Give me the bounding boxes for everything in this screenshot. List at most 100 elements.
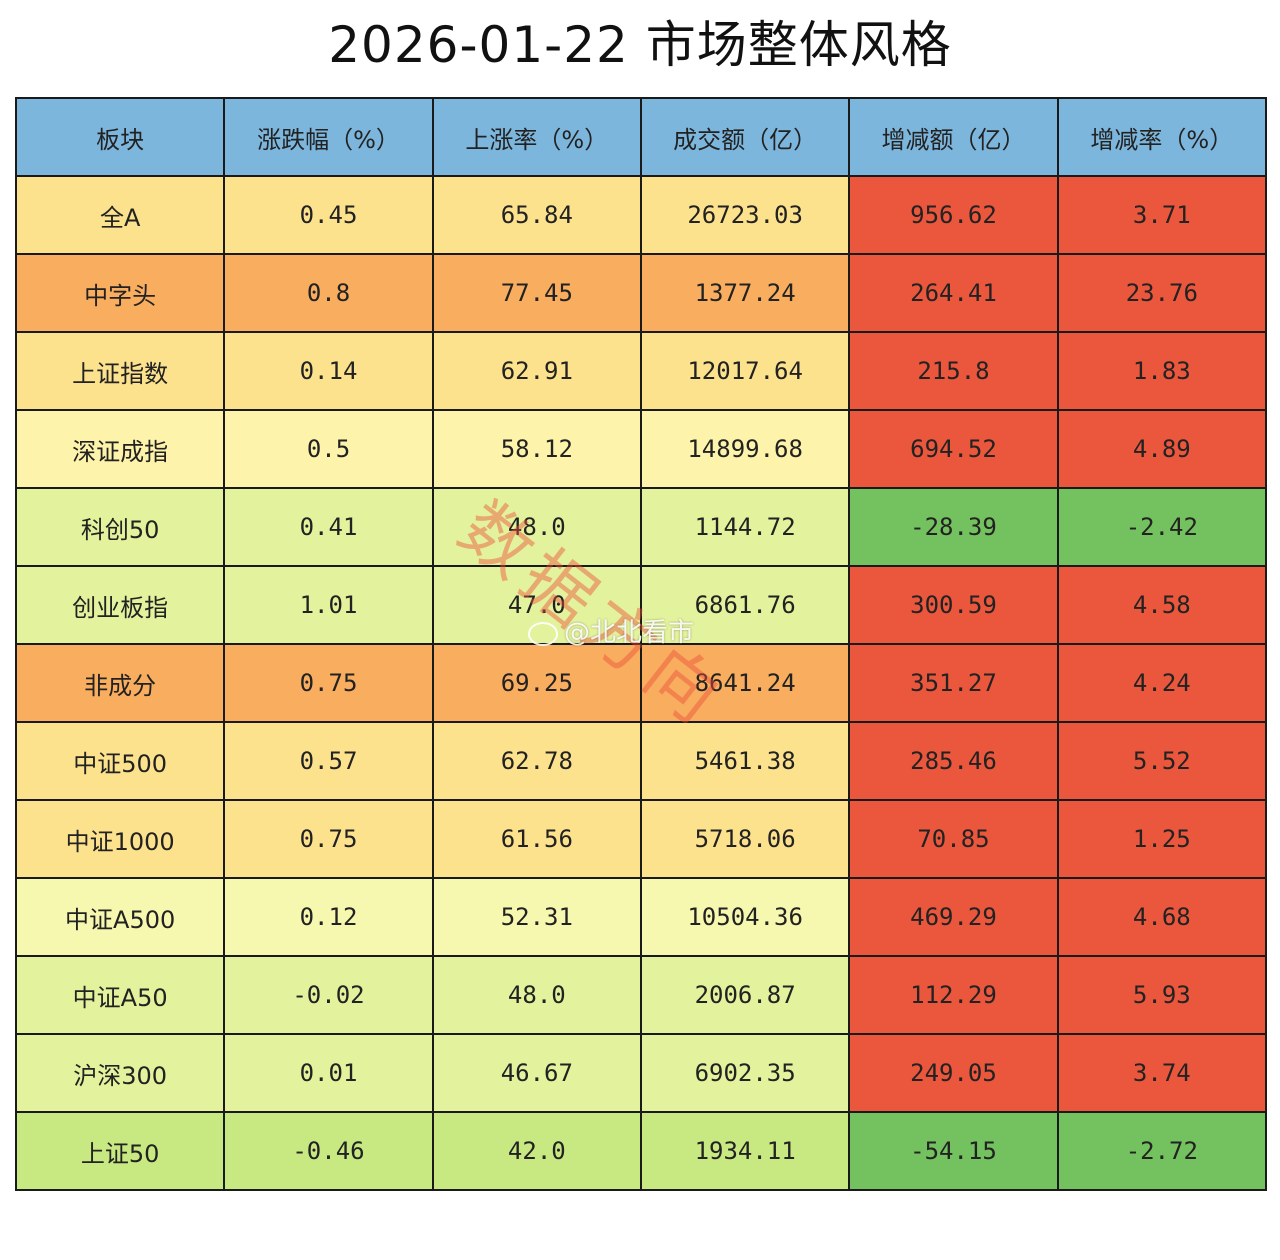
cell-change: 0.75 [223, 799, 434, 879]
cell-delta: 70.85 [848, 799, 1059, 879]
cell-turnover: 6861.76 [639, 565, 851, 645]
cell-up-rate: 65.84 [431, 175, 642, 255]
cell-change: 0.41 [223, 487, 434, 567]
cell-change: 0.5 [223, 409, 434, 489]
cell-delta-rate: 4.68 [1056, 877, 1268, 957]
cell-up-rate: 77.45 [431, 253, 642, 333]
cell-delta: 249.05 [848, 1033, 1059, 1113]
market-style-table: 板块 涨跌幅（%） 上涨率（%） 成交额（亿） 增减额（亿） 增减率（%） 全A… [14, 97, 1268, 1191]
column-header-sector: 板块 [14, 97, 226, 177]
cell-delta: 469.29 [848, 877, 1059, 957]
cell-up-rate: 58.12 [431, 409, 642, 489]
cell-turnover: 10504.36 [639, 877, 851, 957]
cell-delta: 215.8 [848, 331, 1059, 411]
cell-up-rate: 42.0 [431, 1111, 642, 1191]
cell-turnover: 6902.35 [639, 1033, 851, 1113]
cell-delta: 300.59 [848, 565, 1059, 645]
cell-change: 0.75 [223, 643, 434, 723]
cell-sector: 深证成指 [14, 409, 226, 489]
cell-delta-rate: 1.83 [1056, 331, 1268, 411]
cell-change: 0.12 [223, 877, 434, 957]
table-row: 中证1000 0.75 61.56 5718.06 70.85 1.25 [14, 799, 1268, 879]
cell-turnover: 1934.11 [639, 1111, 851, 1191]
cell-turnover: 1377.24 [639, 253, 851, 333]
cell-delta: -54.15 [848, 1111, 1059, 1191]
cell-change: 0.8 [223, 253, 434, 333]
cell-delta-rate: 3.74 [1056, 1033, 1268, 1113]
table-row: 非成分 0.75 69.25 8641.24 351.27 4.24 [14, 643, 1268, 723]
cell-change: -0.02 [223, 955, 434, 1035]
cell-delta-rate: 3.71 [1056, 175, 1268, 255]
column-header-delta-rate: 增减率（%） [1056, 97, 1268, 177]
page-title: 2026-01-22 市场整体风格 [328, 16, 952, 74]
cell-sector: 上证50 [14, 1111, 226, 1191]
table-row: 上证50 -0.46 42.0 1934.11 -54.15 -2.72 [14, 1111, 1268, 1191]
cell-sector: 创业板指 [14, 565, 226, 645]
cell-delta-rate: 23.76 [1056, 253, 1268, 333]
cell-delta: 112.29 [848, 955, 1059, 1035]
table-row: 全A 0.45 65.84 26723.03 956.62 3.71 [14, 175, 1268, 255]
table-row: 深证成指 0.5 58.12 14899.68 694.52 4.89 [14, 409, 1268, 489]
cell-change: 0.14 [223, 331, 434, 411]
cell-delta-rate: 4.89 [1056, 409, 1268, 489]
cell-delta-rate: -2.72 [1056, 1111, 1268, 1191]
cell-up-rate: 62.78 [431, 721, 642, 801]
cell-delta-rate: 5.93 [1056, 955, 1268, 1035]
cell-up-rate: 52.31 [431, 877, 642, 957]
cell-sector: 全A [14, 175, 226, 255]
table-row: 中字头 0.8 77.45 1377.24 264.41 23.76 [14, 253, 1268, 333]
cell-sector: 中证1000 [14, 799, 226, 879]
cell-delta: 351.27 [848, 643, 1059, 723]
cell-change: 0.45 [223, 175, 434, 255]
cell-sector: 中证A50 [14, 955, 226, 1035]
cell-up-rate: 69.25 [431, 643, 642, 723]
table-row: 科创50 0.41 48.0 1144.72 -28.39 -2.42 [14, 487, 1268, 567]
cell-turnover: 1144.72 [639, 487, 851, 567]
cell-delta-rate: 4.58 [1056, 565, 1268, 645]
column-header-turnover: 成交额（亿） [639, 97, 851, 177]
cell-up-rate: 46.67 [431, 1033, 642, 1113]
column-header-up-rate: 上涨率（%） [431, 97, 642, 177]
cell-delta: 285.46 [848, 721, 1059, 801]
cell-turnover: 12017.64 [639, 331, 851, 411]
column-header-delta: 增减额（亿） [848, 97, 1059, 177]
cell-turnover: 5461.38 [639, 721, 851, 801]
table-row: 中证A500 0.12 52.31 10504.36 469.29 4.68 [14, 877, 1268, 957]
cell-change: -0.46 [223, 1111, 434, 1191]
cell-delta: 694.52 [848, 409, 1059, 489]
cell-turnover: 14899.68 [639, 409, 851, 489]
cell-sector: 中证500 [14, 721, 226, 801]
cell-sector: 中字头 [14, 253, 226, 333]
table-row: 沪深300 0.01 46.67 6902.35 249.05 3.74 [14, 1033, 1268, 1113]
cell-turnover: 5718.06 [639, 799, 851, 879]
cell-delta-rate: 5.52 [1056, 721, 1268, 801]
cell-up-rate: 62.91 [431, 331, 642, 411]
table-row: 上证指数 0.14 62.91 12017.64 215.8 1.83 [14, 331, 1268, 411]
cell-delta: 264.41 [848, 253, 1059, 333]
table-row: 中证A50 -0.02 48.0 2006.87 112.29 5.93 [14, 955, 1268, 1035]
cell-sector: 非成分 [14, 643, 226, 723]
cell-sector: 沪深300 [14, 1033, 226, 1113]
cell-up-rate: 61.56 [431, 799, 642, 879]
table-row: 中证500 0.57 62.78 5461.38 285.46 5.52 [14, 721, 1268, 801]
cell-sector: 上证指数 [14, 331, 226, 411]
cell-turnover: 26723.03 [639, 175, 851, 255]
cell-delta: -28.39 [848, 487, 1059, 567]
cell-change: 1.01 [223, 565, 434, 645]
column-header-change: 涨跌幅（%） [223, 97, 434, 177]
cell-delta-rate: -2.42 [1056, 487, 1268, 567]
cell-delta: 956.62 [848, 175, 1059, 255]
cell-turnover: 2006.87 [639, 955, 851, 1035]
cell-up-rate: 48.0 [431, 487, 642, 567]
cell-sector: 科创50 [14, 487, 226, 567]
cell-delta-rate: 1.25 [1056, 799, 1268, 879]
cell-change: 0.57 [223, 721, 434, 801]
cell-sector: 中证A500 [14, 877, 226, 957]
table-header-row: 板块 涨跌幅（%） 上涨率（%） 成交额（亿） 增减额（亿） 增减率（%） [14, 97, 1268, 177]
cell-up-rate: 47.0 [431, 565, 642, 645]
cell-change: 0.01 [223, 1033, 434, 1113]
cell-up-rate: 48.0 [431, 955, 642, 1035]
cell-turnover: 8641.24 [639, 643, 851, 723]
table-row: 创业板指 1.01 47.0 6861.76 300.59 4.58 [14, 565, 1268, 645]
cell-delta-rate: 4.24 [1056, 643, 1268, 723]
